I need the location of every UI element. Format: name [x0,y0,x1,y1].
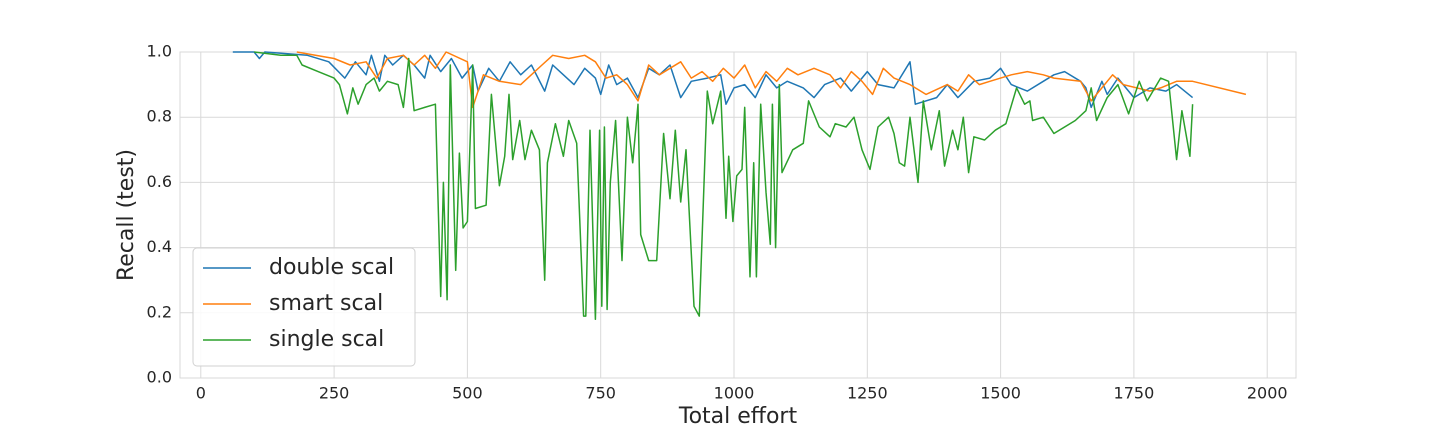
series-line [296,51,1247,109]
x-tick-label: 2000 [1247,384,1288,403]
y-tick-label: 0.2 [147,302,172,321]
legend-label: double scal [269,255,394,280]
legend: double scal smart scal single scal [192,247,416,367]
x-tick-label: 1000 [714,384,755,403]
y-tick-label: 0.4 [147,237,172,256]
legend-label: smart scal [269,291,383,316]
legend-label: single scal [269,327,384,352]
x-tick-label: 750 [585,384,616,403]
x-tick-label: 250 [319,384,350,403]
x-tick-label: 0 [196,384,206,403]
y-axis-label: Recall (test) [114,149,139,281]
x-tick-label: 1750 [1114,384,1155,403]
y-tick-label: 0.8 [147,107,172,126]
x-axis-label: Total effort [678,404,798,429]
y-tick-label: 1.0 [147,42,172,61]
x-tick-label: 500 [452,384,483,403]
y-tick-label: 0.0 [147,368,172,387]
x-tick-label: 1500 [980,384,1021,403]
series-line [254,51,1194,321]
y-tick-label: 0.6 [147,172,172,191]
plot-frame [179,51,1297,379]
legend-box [192,247,416,367]
x-tick-label: 1250 [847,384,888,403]
